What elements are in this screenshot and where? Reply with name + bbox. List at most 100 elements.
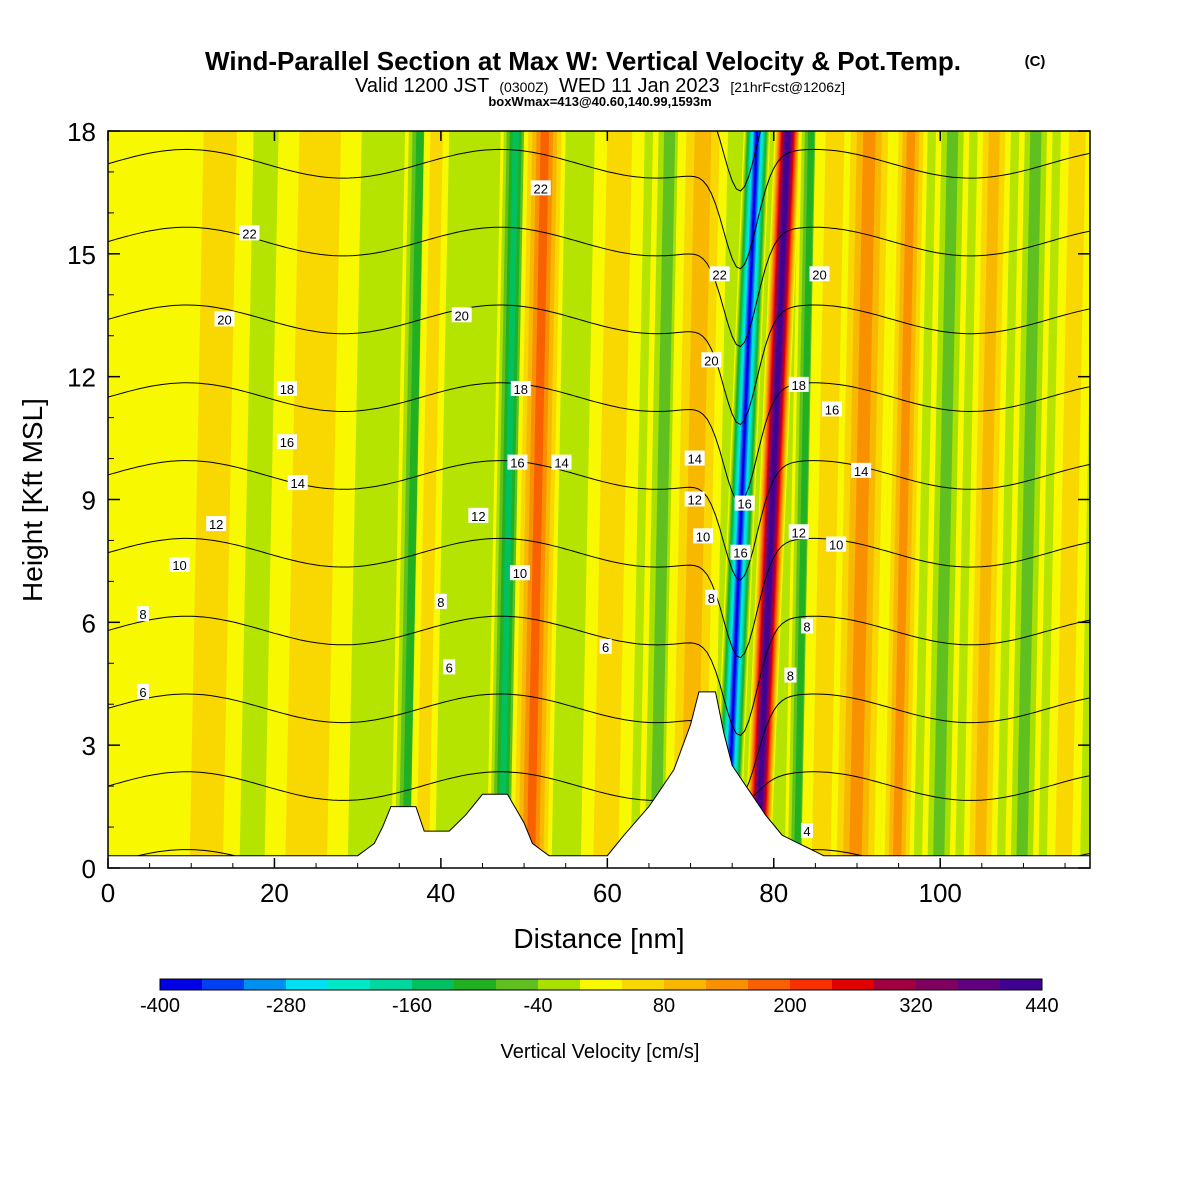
colorbar-swatch [244, 979, 287, 990]
x-tick-label: 100 [919, 878, 962, 908]
theta-label: 22 [239, 225, 260, 241]
w-band [963, 131, 1011, 868]
y-tick-label: 15 [67, 240, 96, 270]
theta-label: 14 [851, 462, 872, 479]
svg-text:22: 22 [534, 181, 548, 196]
svg-text:10: 10 [696, 529, 710, 544]
svg-text:14: 14 [554, 456, 568, 471]
x-tick-label: 80 [759, 878, 788, 908]
theta-label: 6 [599, 638, 612, 655]
theta-label: 6 [136, 683, 149, 700]
svg-text:12: 12 [791, 525, 805, 540]
svg-text:22: 22 [712, 267, 726, 282]
theta-label: 10 [169, 557, 190, 573]
theta-contour [108, 703, 1090, 802]
svg-text:12: 12 [471, 509, 485, 524]
svg-text:4: 4 [803, 824, 810, 839]
w-shade [1016, 131, 1042, 868]
colorbar-label: 80 [653, 995, 675, 1017]
colorbar-swatch [958, 979, 1001, 990]
theta-label: 14 [287, 475, 308, 491]
theta-label: 20 [701, 352, 722, 368]
colorbar-swatch [370, 979, 413, 990]
box-info: boxWmax=413@40.60,140.99,1593m [488, 94, 711, 109]
x-tick-label: 20 [260, 878, 289, 908]
colorbar-label: -400 [140, 995, 180, 1017]
w-shade [974, 131, 1000, 868]
theta-label: 10 [693, 528, 714, 544]
y-axis-label: Height [Kft MSL] [17, 398, 48, 602]
theta-label: 16 [734, 495, 755, 512]
theta-label: 8 [705, 589, 718, 606]
w-band [880, 131, 928, 868]
w-shade [650, 131, 676, 868]
theta-label: 12 [468, 507, 489, 524]
colorbar-label: 440 [1025, 995, 1058, 1017]
w-band [509, 131, 566, 868]
w-band [1046, 131, 1090, 868]
x-tick-label: 60 [593, 878, 622, 908]
colorbar-swatch [538, 979, 581, 990]
colorbar-label: -280 [266, 995, 306, 1017]
theta-label: 22 [709, 266, 730, 282]
theta-contour [108, 537, 1090, 659]
svg-text:10: 10 [829, 538, 843, 553]
svg-text:16: 16 [737, 497, 751, 512]
theta-label: 10 [509, 565, 530, 581]
w-band [1005, 131, 1053, 868]
x-tick-label: 40 [426, 878, 455, 908]
w-band [172, 131, 254, 868]
axes: 0 20 40 60 80 100 0 3 6 9 12 15 18 [67, 117, 1090, 908]
w-band [264, 131, 362, 868]
theta-label: 18 [276, 380, 297, 397]
colorbar-swatch [622, 979, 665, 990]
valid-line: Valid 1200 JST (0300Z) WED 11 Jan 2023 [… [355, 75, 845, 97]
svg-text:8: 8 [139, 607, 146, 622]
theta-label: 18 [510, 380, 531, 397]
colorbar-swatch [328, 979, 371, 990]
theta-contour [108, 615, 1090, 737]
svg-text:16: 16 [280, 435, 294, 450]
colorbar-swatch [748, 979, 791, 990]
colorbar-swatch [790, 979, 833, 990]
colorbar-swatch [706, 979, 749, 990]
theta-label: 8 [801, 618, 814, 634]
svg-text:12: 12 [687, 493, 701, 508]
colorbar-swatch [832, 979, 875, 990]
y-tick-label: 18 [67, 117, 96, 147]
svg-text:8: 8 [708, 591, 715, 606]
colorbar-swatch [874, 979, 917, 990]
theta-label: 14 [684, 450, 705, 467]
theta-contour [108, 460, 1090, 581]
svg-text:18: 18 [280, 382, 294, 397]
svg-text:20: 20 [812, 267, 826, 282]
theta-label: 4 [801, 823, 814, 839]
svg-text:14: 14 [854, 464, 868, 479]
theta-label: 20 [214, 311, 235, 327]
theta-label: 8 [136, 606, 149, 622]
theta-label: 16 [822, 401, 843, 417]
w-shade [498, 131, 519, 868]
svg-text:14: 14 [687, 452, 701, 467]
theta-label: 12 [206, 516, 227, 532]
theta-label: 18 [788, 376, 809, 393]
contour-labels: 6 8 10 12 14 16 18 20 22 6 8 10 12 14 16 18 20 22 6 8 10 12 14… [136, 180, 872, 839]
w-shade [811, 131, 847, 868]
colorbar-swatch [202, 979, 245, 990]
theta-contours [108, 0, 1090, 868]
chart-title-suffix: (C) [1025, 53, 1046, 70]
colorbar-swatch [286, 979, 329, 990]
svg-text:10: 10 [172, 558, 186, 573]
theta-contour [108, 0, 1090, 35]
terrain [108, 691, 1090, 868]
theta-contour [108, 693, 1090, 793]
w-shade [285, 131, 342, 868]
svg-text:6: 6 [602, 640, 609, 655]
w-shade [402, 131, 424, 868]
w-band [580, 131, 645, 868]
svg-text:14: 14 [291, 476, 305, 491]
terrain-fill [108, 691, 1090, 868]
w-band [921, 131, 970, 868]
svg-text:16: 16 [825, 402, 839, 417]
y-tick-label: 6 [82, 608, 96, 638]
